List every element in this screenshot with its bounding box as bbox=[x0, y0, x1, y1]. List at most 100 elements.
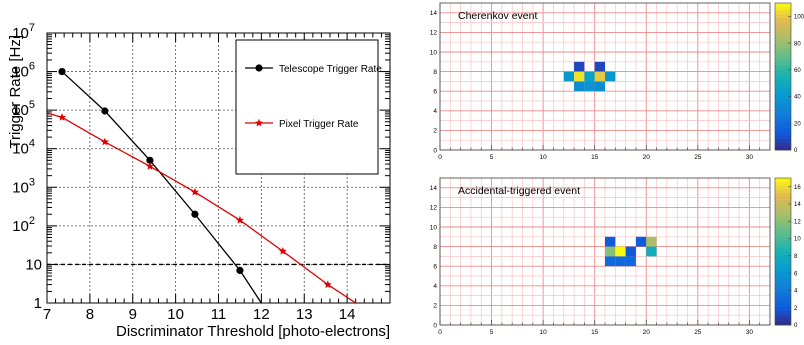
colorbar-segment bbox=[775, 240, 791, 245]
heatmap-y-tick-label: 2 bbox=[433, 128, 437, 135]
y-axis-title: Trigger Rate [Hz] bbox=[7, 35, 24, 149]
heatmap-x-tick-label: 10 bbox=[540, 329, 548, 336]
colorbar-tick-label: 2 bbox=[794, 306, 798, 312]
colorbar-segment bbox=[775, 69, 791, 74]
heatmap-y-tick-label: 6 bbox=[433, 264, 437, 271]
heatmap-x-tick-label: 30 bbox=[746, 329, 754, 336]
data-point-star bbox=[58, 113, 66, 121]
colorbar-segment bbox=[775, 255, 791, 260]
heatmap-y-tick-label: 14 bbox=[430, 10, 438, 17]
heatmap-y-tick-label: 4 bbox=[433, 283, 437, 290]
heatmap-x-tick-label: 15 bbox=[591, 154, 599, 161]
heatmap-x-tick-label: 20 bbox=[643, 154, 651, 161]
colorbar-segment bbox=[775, 43, 791, 48]
data-point-star bbox=[255, 118, 263, 127]
colorbar-tick-label: 0 bbox=[794, 148, 798, 154]
colorbar-segment bbox=[775, 76, 791, 81]
heatmap-cell bbox=[605, 236, 616, 247]
colorbar-segment bbox=[775, 32, 791, 37]
heatmap-y-tick-label: 8 bbox=[433, 244, 437, 251]
data-point-circle bbox=[236, 266, 244, 275]
heatmap-cell bbox=[574, 71, 585, 82]
heatmap-cell bbox=[605, 256, 616, 267]
colorbar-segment bbox=[775, 251, 791, 256]
x-tick-label: 10 bbox=[167, 306, 184, 323]
x-tick-label: 11 bbox=[211, 306, 227, 323]
x-tick-label: 12 bbox=[253, 306, 270, 323]
heatmap-cell bbox=[584, 71, 595, 82]
colorbar-segment bbox=[775, 120, 791, 125]
colorbar-segment bbox=[775, 229, 791, 234]
colorbar-segment bbox=[775, 124, 791, 129]
data-point-circle bbox=[101, 107, 109, 115]
data-point-circle bbox=[58, 67, 66, 76]
legend-marker bbox=[255, 64, 263, 72]
colorbar-tick-label: 8 bbox=[794, 254, 798, 260]
heatmap-cell bbox=[574, 61, 585, 72]
colorbar-segment bbox=[775, 142, 791, 147]
x-tick-label: 7 bbox=[43, 306, 51, 323]
heatmap-cell bbox=[646, 236, 657, 247]
colorbar-frame bbox=[774, 2, 792, 151]
colorbar-segment bbox=[775, 288, 791, 293]
x-tick-label: 14 bbox=[339, 306, 356, 323]
colorbar-segment bbox=[775, 302, 791, 308]
colorbar-segment bbox=[775, 306, 791, 311]
heatmap-y-tick-label: 12 bbox=[430, 205, 438, 212]
colorbar-segment bbox=[775, 200, 791, 205]
heatmap-x-tick-label: 0 bbox=[438, 329, 442, 336]
colorbar-segment bbox=[775, 80, 791, 85]
trigger-rate-plot: 7 8 9 10 11 12 13 14 1 10 102 103 104 105 106 107 Discri… bbox=[7, 22, 391, 340]
colorbar-segment bbox=[775, 83, 791, 88]
heatmap-cell bbox=[594, 71, 605, 82]
colorbar-segment bbox=[775, 244, 791, 249]
legend-label: Telescope Trigger Rate bbox=[279, 64, 382, 75]
y-tick-label: 107 bbox=[12, 22, 35, 42]
heatmap-y-tick-label: 0 bbox=[433, 322, 437, 329]
heatmap-y-tick-label: 12 bbox=[430, 30, 438, 37]
colorbar-tick-label: 6 bbox=[794, 271, 798, 277]
colorbar-segment bbox=[775, 54, 791, 59]
colorbar-segment bbox=[775, 113, 791, 118]
colorbar-segment bbox=[775, 135, 791, 140]
x-tick-label: 9 bbox=[129, 306, 137, 323]
colorbar-segment bbox=[775, 280, 791, 285]
data-point-star bbox=[323, 280, 332, 288]
colorbar-segment bbox=[775, 192, 791, 197]
colorbar-segment bbox=[775, 181, 791, 186]
heatmap-y-tick-label: 2 bbox=[433, 303, 437, 310]
colorbar-segment bbox=[775, 47, 791, 52]
heatmap-x-tick-label: 25 bbox=[694, 154, 702, 161]
heatmap-cell bbox=[594, 61, 605, 72]
heatmap-x-tick-label: 30 bbox=[746, 154, 754, 161]
heatmap-x-tick-label: 5 bbox=[490, 329, 494, 336]
colorbar-tick-label: 60 bbox=[794, 68, 801, 74]
colorbar-segment bbox=[775, 102, 791, 107]
colorbar-segment bbox=[775, 233, 791, 238]
colorbar-segment bbox=[775, 50, 791, 55]
colorbar-segment bbox=[775, 218, 791, 223]
colorbar-segment bbox=[775, 258, 791, 263]
colorbar-segment bbox=[775, 21, 791, 26]
colorbar-segment bbox=[775, 14, 791, 19]
heatmap-title: Accidental-triggered event bbox=[458, 185, 580, 197]
colorbar-segment bbox=[775, 98, 791, 103]
heatmap-cell bbox=[625, 246, 636, 257]
colorbar-segment bbox=[775, 185, 791, 190]
x-axis-title: Discriminator Threshold [photo-electrons… bbox=[116, 323, 390, 340]
colorbar-segment bbox=[775, 273, 791, 278]
data-point-star bbox=[278, 247, 287, 255]
heatmap-title: Cherenkov event bbox=[458, 10, 537, 22]
colorbar-segment bbox=[775, 299, 791, 304]
heatmap-x-tick-label: 20 bbox=[643, 329, 651, 336]
colorbar-segment bbox=[775, 269, 791, 274]
heatmap-cell bbox=[584, 81, 595, 92]
y-tick-label: 1 bbox=[34, 295, 42, 312]
colorbar-segment bbox=[775, 317, 791, 322]
heatmap-x-tick-label: 10 bbox=[540, 154, 548, 161]
legend-label: Pixel Trigger Rate bbox=[279, 119, 359, 130]
heatmap-cell bbox=[646, 246, 657, 257]
colorbar-tick-label: 0 bbox=[794, 323, 798, 329]
heatmap-cell bbox=[615, 256, 626, 267]
